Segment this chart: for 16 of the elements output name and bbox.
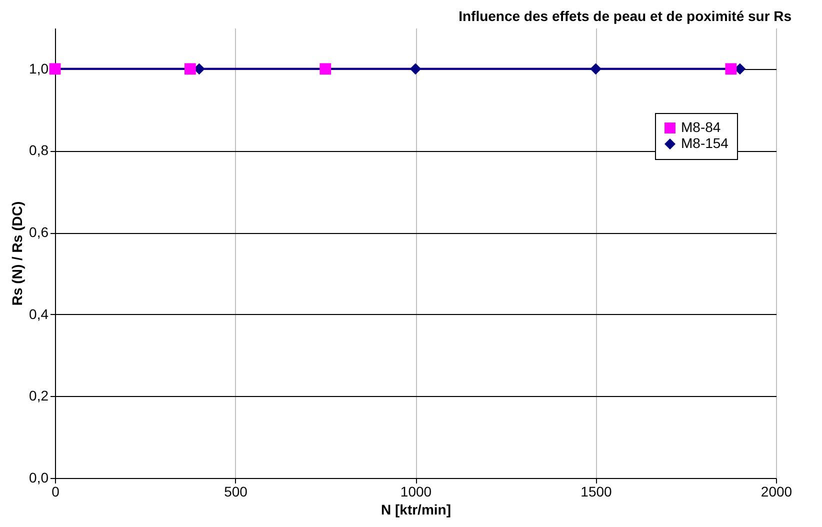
- x-axis-title: N [ktr/min]: [381, 502, 451, 518]
- y-tick-label: 0,0: [29, 470, 49, 486]
- x-tick-label: 2000: [760, 484, 792, 500]
- y-axis-title: Rs (N) / Rs (DC): [9, 201, 26, 306]
- y-tick-label: 0,2: [29, 388, 49, 404]
- y-tick-label: 0,8: [29, 142, 49, 158]
- legend-label: M8-84: [681, 119, 721, 135]
- chart-title: Influence des effets de peau et de poximité sur Rs: [458, 8, 792, 24]
- y-tick-label: 0,4: [29, 306, 49, 322]
- x-tick-label: 500: [224, 484, 248, 500]
- legend-label: M8-154: [681, 135, 729, 151]
- y-tick-label: 0,6: [29, 224, 49, 240]
- x-tick-label: 1000: [400, 484, 432, 500]
- x-tick-label: 0: [52, 484, 60, 500]
- x-tick-label: 1500: [580, 484, 612, 500]
- y-tick-label: 1,0: [29, 60, 49, 76]
